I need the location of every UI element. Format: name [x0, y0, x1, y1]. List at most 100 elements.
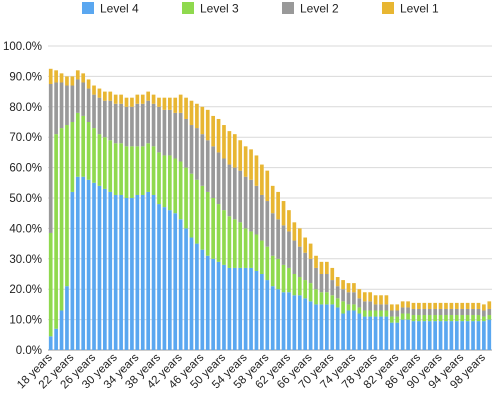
bar-segment-level-4-age-63 [292, 295, 297, 350]
bar-segment-level-1-age-71 [335, 277, 340, 287]
bar-segment-level-1-age-98 [482, 304, 486, 311]
bar-segment-level-3-age-83 [400, 313, 405, 320]
bar-segment-level-2-age-38 [157, 106, 161, 153]
y-tick-label: 90.0% [9, 71, 42, 83]
bar-segment-level-4-age-81 [389, 322, 394, 350]
bar-segment-level-3-age-29 [108, 140, 113, 192]
bar-segment-level-1-age-54 [243, 146, 248, 177]
legend-label-3: Level 2 [300, 2, 339, 16]
bar-segment-level-3-age-60 [276, 258, 280, 290]
bar-segment-level-1-age-94 [460, 302, 465, 309]
bar-segment-level-3-age-52 [232, 219, 237, 268]
bar-segment-level-2-age-29 [108, 100, 113, 141]
y-tick-label: 80.0% [9, 102, 42, 114]
bar-segment-level-3-age-38 [157, 152, 161, 205]
bar-segment-level-3-age-90 [438, 315, 443, 322]
bar-segment-level-2-age-78 [373, 304, 378, 311]
y-tick-label: 60.0% [9, 163, 42, 175]
bar-segment-level-4-age-19 [54, 328, 58, 350]
bar-segment-level-2-age-87 [422, 308, 427, 316]
bar-segment-level-4-age-75 [357, 313, 362, 350]
bar-segment-level-3-age-34 [135, 146, 140, 195]
bar-segment-level-1-age-92 [449, 302, 454, 309]
bar-segment-level-2-age-35 [140, 103, 145, 147]
bar-segment-level-4-age-25 [86, 179, 91, 350]
legend-swatch-2 [182, 2, 194, 14]
bar-segment-level-3-age-35 [140, 146, 145, 195]
y-tick-label: 100.0% [3, 41, 42, 53]
bar-segment-level-3-age-77 [368, 310, 373, 317]
bar-segment-level-1-age-55 [249, 149, 253, 180]
bar-segment-level-2-age-94 [460, 308, 465, 316]
bar-segment-level-2-age-67 [314, 267, 318, 290]
bar-segment-level-3-age-82 [395, 316, 400, 323]
bar-segment-level-2-age-55 [249, 179, 253, 232]
bar-segment-level-3-age-37 [151, 146, 156, 195]
bar-segment-level-4-age-60 [276, 289, 280, 350]
bar-segment-level-1-age-70 [330, 267, 335, 281]
bar-segment-level-2-age-58 [265, 201, 270, 247]
bar-segment-level-4-age-54 [243, 267, 248, 350]
bar-segment-level-1-age-41 [173, 97, 178, 113]
bar-segment-level-1-age-91 [444, 302, 448, 309]
bar-segment-level-1-age-40 [167, 97, 172, 110]
bar-segment-level-1-age-85 [411, 302, 416, 309]
bar-segment-level-2-age-32 [124, 106, 129, 147]
bar-segment-level-2-age-42 [178, 112, 183, 162]
bar-segment-level-4-age-73 [346, 310, 351, 350]
bar-segment-level-3-age-22 [70, 122, 75, 192]
bar-segment-level-1-age-51 [227, 131, 232, 165]
bar-segment-level-2-age-46 [200, 134, 205, 186]
bar-segment-level-2-age-52 [232, 167, 237, 220]
bar-segment-level-3-age-74 [352, 304, 356, 311]
bar-segment-level-1-age-45 [195, 103, 199, 129]
bar-segment-level-3-age-64 [297, 277, 302, 296]
bar-segment-level-4-age-91 [444, 321, 448, 350]
bar-segment-level-2-age-84 [406, 307, 410, 314]
bar-segment-level-1-age-28 [103, 91, 107, 101]
bar-segment-level-1-age-21 [65, 76, 69, 86]
bar-segment-level-4-age-42 [178, 219, 183, 350]
bar-segment-level-1-age-43 [184, 97, 188, 119]
bar-segment-level-4-age-40 [167, 210, 172, 350]
bar-segment-level-3-age-43 [184, 167, 188, 229]
bar-segment-level-2-age-90 [438, 308, 443, 316]
bar-segment-level-2-age-51 [227, 164, 232, 217]
bar-segment-level-4-age-62 [287, 292, 291, 350]
bar-segment-level-2-age-93 [454, 308, 459, 316]
bar-segment-level-4-age-65 [303, 298, 308, 350]
bar-segment-level-1-age-86 [417, 302, 421, 309]
bar-segment-level-4-age-82 [395, 322, 400, 350]
bar-segment-level-2-age-92 [449, 308, 454, 316]
bar-segment-level-1-age-88 [427, 302, 432, 309]
bar-segment-level-4-age-32 [124, 198, 129, 350]
bar-segment-level-2-age-20 [59, 82, 64, 129]
bar-segment-level-3-age-36 [146, 143, 151, 192]
bar-segment-level-3-age-42 [178, 161, 183, 220]
bar-segment-level-3-age-26 [92, 128, 96, 183]
bar-segment-level-4-age-95 [465, 321, 470, 350]
bar-segment-level-4-age-76 [362, 316, 367, 350]
bar-segment-level-4-age-97 [476, 321, 481, 350]
bar-segment-level-4-age-39 [162, 207, 167, 350]
bar-segment-level-3-age-89 [433, 315, 437, 322]
bar-segment-level-2-age-95 [465, 308, 470, 316]
bar-segment-level-3-age-67 [314, 289, 318, 305]
bar-segment-level-1-age-75 [357, 289, 362, 299]
bar-segment-level-3-age-46 [200, 185, 205, 250]
bar-segment-level-2-age-62 [287, 231, 291, 268]
bar-segment-level-3-age-49 [216, 204, 221, 262]
bar-segment-level-4-age-18 [48, 336, 53, 350]
bar-segment-level-3-age-31 [119, 143, 123, 195]
bar-segment-level-3-age-80 [384, 310, 389, 317]
bar-segment-level-1-age-50 [222, 125, 226, 159]
bar-segment-level-2-age-89 [433, 308, 437, 316]
bar-segment-level-4-age-22 [70, 191, 75, 350]
legend: Level 4 Level 3 Level 2 Level 1 [82, 2, 439, 16]
bar-segment-level-3-age-86 [417, 315, 421, 322]
bar-segment-level-3-age-48 [211, 198, 215, 259]
bar-segment-level-4-age-70 [330, 304, 335, 350]
bar-segment-level-2-age-76 [362, 301, 367, 311]
bar-segment-level-3-age-19 [54, 134, 58, 329]
bar-segment-level-4-age-45 [195, 243, 199, 350]
